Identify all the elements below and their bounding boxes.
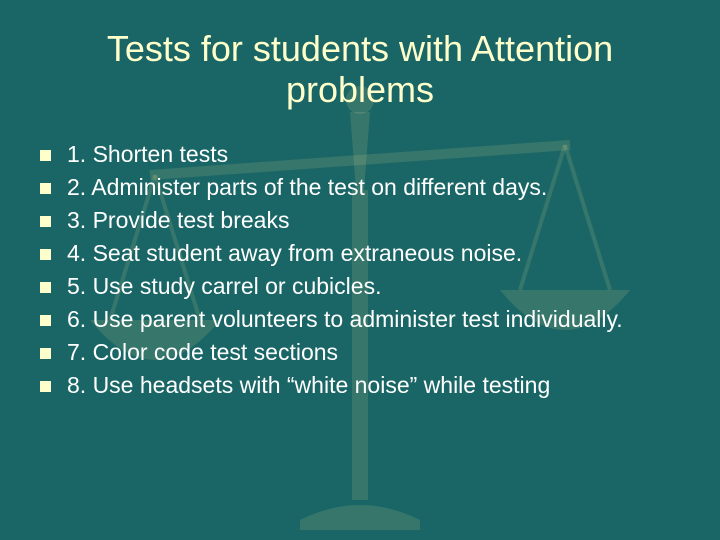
list-item-text: 4. Seat student away from extraneous noi… (67, 238, 692, 269)
list-item-text: 5. Use study carrel or cubicles. (67, 271, 692, 302)
list-item-text: 6. Use parent volunteers to administer t… (67, 304, 692, 335)
list-item: 4. Seat student away from extraneous noi… (40, 238, 692, 269)
square-bullet-icon (40, 381, 51, 392)
list-item: 8. Use headsets with “white noise” while… (40, 370, 692, 401)
list-item-text: 3. Provide test breaks (67, 205, 692, 236)
list-item: 5. Use study carrel or cubicles. (40, 271, 692, 302)
slide-body: 1. Shorten tests 2. Administer parts of … (0, 121, 720, 401)
slide: Tests for students with Attention proble… (0, 0, 720, 540)
list-item: 1. Shorten tests (40, 139, 692, 170)
list-item: 3. Provide test breaks (40, 205, 692, 236)
list-item-text: 1. Shorten tests (67, 139, 692, 170)
square-bullet-icon (40, 216, 51, 227)
square-bullet-icon (40, 282, 51, 293)
square-bullet-icon (40, 249, 51, 260)
list-item: 2. Administer parts of the test on diffe… (40, 172, 692, 203)
square-bullet-icon (40, 315, 51, 326)
slide-title: Tests for students with Attention proble… (0, 0, 720, 121)
list-item-text: 7. Color code test sections (67, 337, 692, 368)
square-bullet-icon (40, 348, 51, 359)
square-bullet-icon (40, 150, 51, 161)
list-item-text: 2. Administer parts of the test on diffe… (67, 172, 692, 203)
list-item-text: 8. Use headsets with “white noise” while… (67, 370, 692, 401)
list-item: 7. Color code test sections (40, 337, 692, 368)
square-bullet-icon (40, 183, 51, 194)
list-item: 6. Use parent volunteers to administer t… (40, 304, 692, 335)
